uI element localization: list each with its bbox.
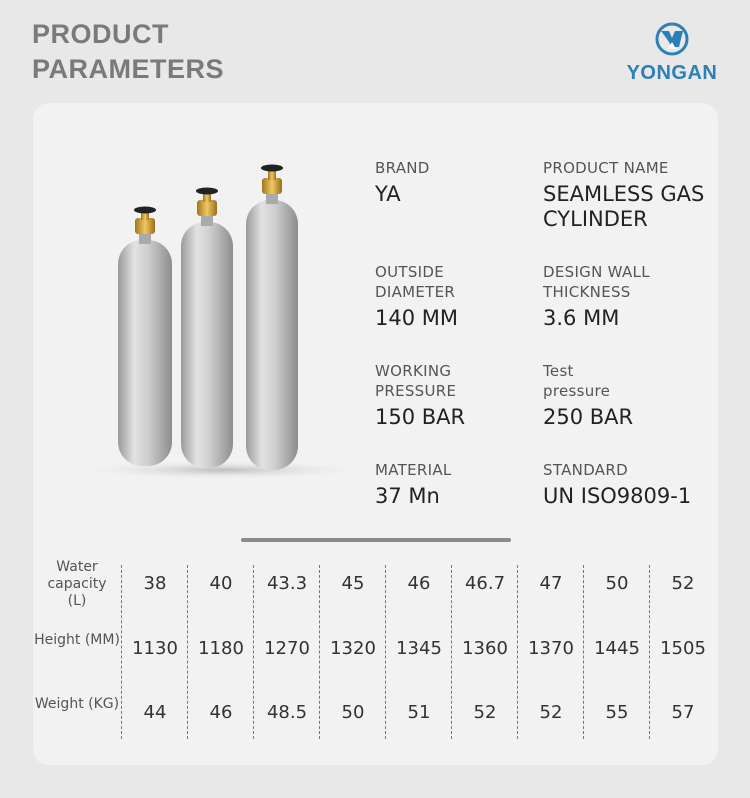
row-label: Weight (KG) bbox=[34, 696, 120, 712]
title-line-1: PRODUCT bbox=[32, 19, 169, 49]
spec-material: MATERIAL 37 Mn bbox=[375, 460, 452, 509]
table-cell: 46.7 bbox=[464, 573, 506, 594]
column-divider bbox=[187, 565, 188, 739]
cylinder-small bbox=[118, 206, 172, 466]
table-cell: 1320 bbox=[330, 638, 376, 659]
table-cell: 46 bbox=[209, 702, 233, 723]
spec-value: YA bbox=[375, 182, 401, 206]
spec-product-name: PRODUCT NAME SEAMLESS GAS CYLINDER bbox=[543, 158, 713, 232]
table-cell: 45 bbox=[341, 573, 365, 594]
spec-label: Test pressure bbox=[543, 362, 611, 400]
row-label: Water capacity (L) bbox=[47, 558, 107, 609]
spec-value: UN ISO9809-1 bbox=[543, 484, 692, 508]
spec-standard: STANDARD UN ISO9809-1 bbox=[543, 460, 691, 509]
brand-logo: YONGAN bbox=[622, 22, 722, 85]
row-label: Height (MM) bbox=[34, 632, 120, 648]
column-divider bbox=[649, 565, 650, 739]
table-cell: 51 bbox=[407, 702, 431, 723]
table-cell: 1370 bbox=[528, 638, 574, 659]
column-divider bbox=[517, 565, 518, 739]
spec-test-pressure: Test pressure 250 BAR bbox=[543, 361, 643, 430]
spec-value: 140 MM bbox=[375, 306, 458, 330]
cylinders-image bbox=[93, 164, 353, 480]
column-divider bbox=[583, 565, 584, 739]
spec-value: 37 Mn bbox=[375, 484, 440, 508]
spec-label: STANDARD bbox=[543, 461, 628, 479]
carousel-scrollbar[interactable] bbox=[241, 538, 511, 542]
table-cell: 1505 bbox=[660, 638, 706, 659]
table-cell: 1180 bbox=[198, 638, 244, 659]
table-cell: 46 bbox=[407, 573, 431, 594]
table-cell: 40 bbox=[209, 573, 233, 594]
table-cell: 1360 bbox=[462, 638, 508, 659]
column-divider bbox=[253, 565, 254, 739]
spec-wall-thickness: DESIGN WALL THICKNESS 3.6 MM bbox=[543, 262, 693, 331]
table-cell: 52 bbox=[473, 702, 497, 723]
spec-label: OUTSIDE DIAMETER bbox=[375, 263, 456, 301]
spec-outside-diameter: OUTSIDE DIAMETER 140 MM bbox=[375, 262, 485, 331]
spec-label: MATERIAL bbox=[375, 461, 452, 479]
table-cell: 47 bbox=[539, 573, 563, 594]
spec-brand: BRAND YA bbox=[375, 158, 430, 207]
cylinder-medium bbox=[181, 187, 233, 468]
table-cell: 48.5 bbox=[266, 702, 308, 723]
column-divider bbox=[319, 565, 320, 739]
table-cell: 1270 bbox=[264, 638, 310, 659]
column-divider bbox=[385, 565, 386, 739]
spec-label: BRAND bbox=[375, 159, 430, 177]
table-cell: 52 bbox=[671, 573, 695, 594]
table-cell: 50 bbox=[341, 702, 365, 723]
page-title: PRODUCT PARAMETERS bbox=[32, 17, 224, 87]
spec-value: SEAMLESS GAS CYLINDER bbox=[543, 182, 705, 231]
table-cell: 57 bbox=[671, 702, 695, 723]
parameters-card: BRAND YA PRODUCT NAME SEAMLESS GAS CYLIN… bbox=[33, 103, 718, 765]
table-cell: 52 bbox=[539, 702, 563, 723]
spec-label: WORKING PRESSURE bbox=[375, 362, 457, 400]
table-cell: 1445 bbox=[594, 638, 640, 659]
table-cell: 44 bbox=[143, 702, 167, 723]
table-cell: 38 bbox=[143, 573, 167, 594]
logo-text: YONGAN bbox=[626, 62, 718, 84]
column-divider bbox=[121, 565, 122, 739]
table-cell: 1130 bbox=[132, 638, 178, 659]
title-line-2: PARAMETERS bbox=[32, 54, 225, 84]
spec-working-pressure: WORKING PRESSURE 150 BAR bbox=[375, 361, 485, 430]
spec-value: 3.6 MM bbox=[543, 306, 620, 330]
table-cell: 43.3 bbox=[266, 573, 308, 594]
spec-label: PRODUCT NAME bbox=[543, 159, 669, 177]
cylinder-large bbox=[246, 164, 298, 470]
yongan-logo-icon bbox=[655, 22, 689, 56]
spec-value: 250 BAR bbox=[543, 405, 634, 429]
spec-label: DESIGN WALL THICKNESS bbox=[543, 263, 650, 301]
spec-value: 150 BAR bbox=[375, 405, 466, 429]
table-cell: 1345 bbox=[396, 638, 442, 659]
table-cell: 55 bbox=[605, 702, 629, 723]
column-divider bbox=[451, 565, 452, 739]
table-cell: 50 bbox=[605, 573, 629, 594]
